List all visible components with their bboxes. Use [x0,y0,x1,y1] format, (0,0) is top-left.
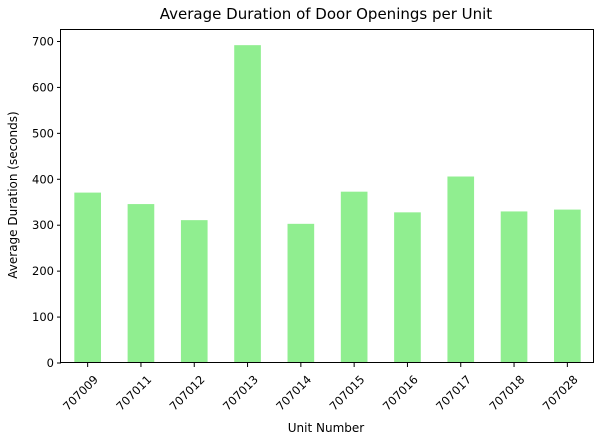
x-tick-label: 707013 [220,372,261,413]
plot-frame [60,29,594,363]
bar-707028 [554,209,581,363]
bar-707009 [74,192,101,363]
y-tick-label: 0 [47,356,54,370]
y-axis-ticks: 0 100 200 300 400 500 600 700 [32,34,61,370]
y-tick-label: 200 [32,264,54,278]
x-tick-label: 707009 [60,372,101,413]
x-tick-label: 707011 [113,372,154,413]
x-tick-label: 707012 [167,372,208,413]
chart-title: Average Duration of Door Openings per Un… [160,5,493,23]
x-tick-label: 707015 [327,372,368,413]
bar-707011 [127,204,155,363]
y-tick-label: 300 [32,218,54,232]
bar-707013 [234,45,261,363]
axes-layer [60,29,594,363]
x-tick-label: 707014 [273,372,314,413]
x-axis-ticks: 707009 707011 707012 707013 707014 707015 7070… [60,363,581,413]
x-axis-label: Unit Number [288,421,365,435]
y-tick-label: 400 [32,172,54,186]
bars-layer [74,45,581,363]
y-tick-label: 100 [32,310,54,324]
y-tick-label: 600 [32,80,54,94]
bar-707015 [340,191,368,363]
bar-707018 [500,211,528,363]
bar-707017 [447,176,475,363]
x-tick-label: 707028 [540,372,581,413]
y-tick-label: 700 [32,34,54,48]
bar-707016 [394,212,421,363]
x-tick-label: 707018 [486,372,527,413]
x-tick-label: 707017 [433,372,474,413]
y-tick-label: 500 [32,126,54,140]
y-axis-label: Average Duration (seconds) [6,111,20,278]
bar-707014 [287,223,315,363]
bar-707012 [180,220,208,363]
x-tick-label: 707016 [380,372,421,413]
